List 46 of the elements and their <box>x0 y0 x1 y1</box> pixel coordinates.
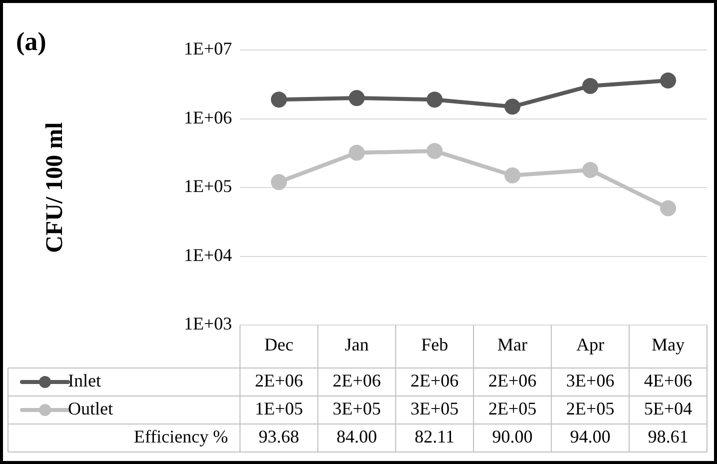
data-label: 5E+04 <box>644 398 692 419</box>
text: 90.00 <box>492 426 533 447</box>
x-tick-label: Feb <box>421 334 448 355</box>
text: (a) <box>16 27 46 56</box>
y-tick-label: 1E+07 <box>184 38 232 59</box>
point <box>504 98 520 115</box>
point <box>348 90 365 106</box>
text: 94.00 <box>570 426 610 447</box>
x-tick-label: Apr <box>576 334 604 355</box>
data-label: 1E+05 <box>254 398 303 419</box>
point <box>582 162 598 178</box>
data-label: 2E+06 <box>488 370 536 391</box>
data-label: 3E+05 <box>410 398 459 419</box>
data-label: 3E+06 <box>566 370 614 391</box>
data-label: 2E+06 <box>254 370 303 391</box>
point <box>582 78 598 94</box>
y-tick-label: 1E+05 <box>184 176 232 196</box>
data-label: 2E+06 <box>410 370 459 391</box>
data-label: 2E+05 <box>488 398 536 419</box>
point <box>660 200 676 216</box>
point <box>270 174 287 190</box>
point <box>348 144 365 161</box>
text: 98.61 <box>648 426 688 447</box>
y-tick-label: 1E+03 <box>184 314 232 334</box>
x-tick-label: Jan <box>344 334 369 355</box>
data-label: 4E+06 <box>644 370 692 391</box>
legend-label: Inlet <box>68 370 101 391</box>
text: 84.00 <box>336 426 377 447</box>
legend-label: Outlet <box>68 398 113 419</box>
text: 93.68 <box>258 426 300 447</box>
data-label: 2E+06 <box>332 370 381 391</box>
text: Efficiency % <box>134 426 228 447</box>
y-tick-label: 1E+04 <box>184 244 232 265</box>
x-tick-label: Mar <box>497 334 528 355</box>
point <box>426 92 443 108</box>
x-tick-label: Dec <box>264 334 294 355</box>
x-tick-label: May <box>652 334 685 355</box>
point <box>504 167 520 184</box>
point <box>660 72 676 89</box>
data-label: 2E+05 <box>566 398 614 419</box>
text: 82.11 <box>414 426 455 447</box>
y-tick-label: 1E+06 <box>184 107 232 128</box>
point <box>426 142 443 159</box>
y-axis-title: CFU/ 100 ml <box>42 122 68 253</box>
point <box>270 92 287 108</box>
data-label: 3E+05 <box>332 398 381 419</box>
